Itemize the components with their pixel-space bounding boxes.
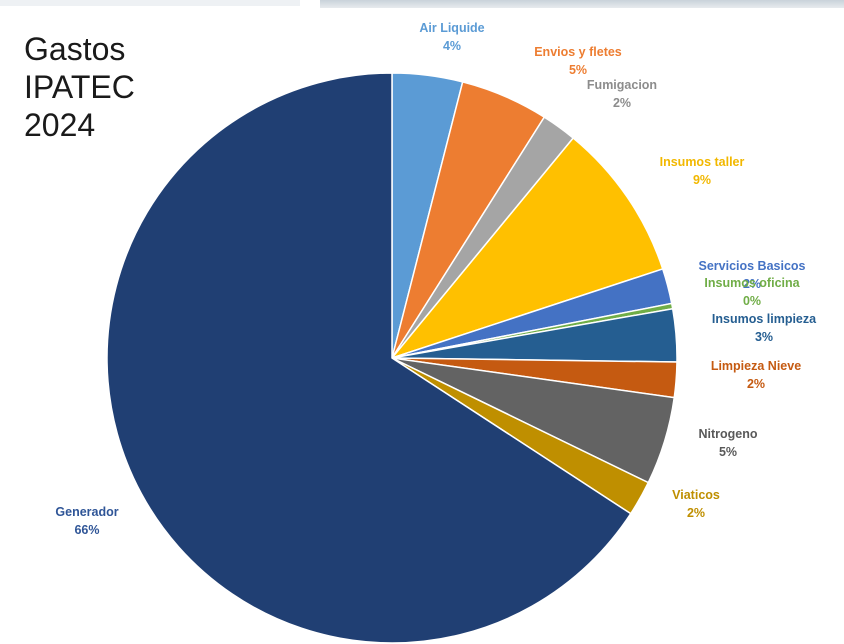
slice-label: Viaticos	[672, 488, 720, 502]
slice-percent-label: 9%	[693, 173, 711, 187]
slice-percent-label: 5%	[569, 63, 587, 77]
slice-percent-label: 3%	[755, 330, 773, 344]
slice-label: Servicios Basicos	[698, 259, 805, 273]
slice-percent-label: 4%	[443, 39, 461, 53]
slice-label: Insumos oficina	[704, 276, 800, 290]
slice-percent-label: 2%	[743, 277, 761, 291]
slice-percent-label: 2%	[747, 377, 765, 391]
slice-percent-label: 2%	[687, 506, 705, 520]
slice-percent-label: 5%	[719, 445, 737, 459]
slice-label: Envios y fletes	[534, 45, 622, 59]
chart-title: Gastos IPATEC 2024	[24, 31, 135, 143]
slice-label: Nitrogeno	[698, 427, 757, 441]
slice-percent-label: 2%	[613, 96, 631, 110]
slice-label: Generador	[55, 505, 118, 519]
pie-slices	[106, 72, 678, 644]
slice-label: Air Liquide	[419, 21, 484, 35]
top-strip	[0, 0, 300, 6]
slice-label: Fumigacion	[587, 78, 657, 92]
pie-slice-insumos-taller	[389, 136, 664, 360]
slice-label: Limpieza Nieve	[711, 359, 801, 373]
slice-percent-label: 66%	[74, 523, 99, 537]
slice-percent-label: 0%	[743, 294, 761, 308]
slice-label: Insumos limpieza	[712, 312, 817, 326]
top-strip	[320, 0, 844, 8]
pie-slice-generador	[106, 72, 632, 644]
slice-label: Insumos taller	[660, 155, 745, 169]
